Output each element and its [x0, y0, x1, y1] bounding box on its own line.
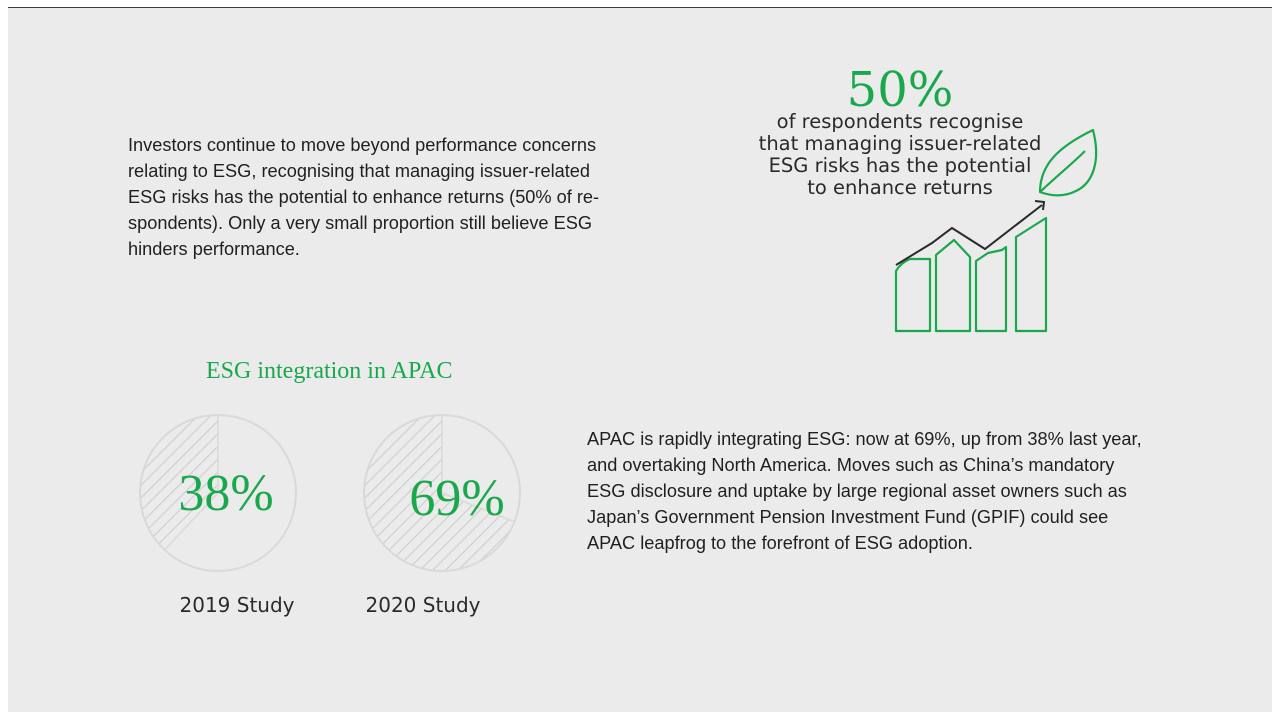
intro-line: relating to ESG, recognising that managi…: [128, 161, 591, 181]
intro-line: spondents). Only a very small proportion…: [128, 213, 592, 233]
caption-line: that managing issuer-related: [758, 132, 1042, 155]
leaf-vein: [1039, 150, 1086, 193]
caption-line: to enhance returns: [807, 176, 993, 199]
apac-line: APAC is rapidly integrating ESG: now at …: [587, 429, 1142, 449]
pie-value-2020: 69%: [409, 469, 505, 527]
leaf-icon: [1038, 128, 1098, 197]
top-rule: [8, 7, 1272, 8]
growth-bar: [934, 238, 972, 333]
apac-line: ESG disclosure and uptake by large regio…: [587, 481, 1127, 501]
pie-graphic-2019: [139, 414, 297, 572]
growth-bar: [974, 245, 1008, 333]
apac-line: Japan’s Government Pension Investment Fu…: [587, 507, 1109, 527]
caption-line: of respondents recognise: [776, 110, 1024, 133]
intro-line: ESG risks has the potential to enhance r…: [128, 187, 600, 207]
intro-line: hinders performance.: [128, 239, 300, 259]
pie-slice-2019: [139, 414, 219, 551]
growth-chart-leaf-icon: [894, 128, 1098, 333]
growth-bar: [894, 257, 932, 333]
pie-slice-2020: [363, 414, 516, 572]
growth-bar: [1014, 216, 1048, 333]
pie-value-2019: 38%: [178, 464, 274, 522]
highlight-caption: of respondents recognise that managing i…: [740, 111, 1060, 199]
intro-line: Investors continue to move beyond perfor…: [128, 135, 597, 155]
arrow-head-icon: [1034, 200, 1046, 211]
pie-graphic-2020: [363, 414, 521, 572]
caption-line: ESG risks has the potential: [768, 154, 1032, 177]
apac-line: and overtaking North America. Moves such…: [587, 455, 1115, 475]
pie-chart-2020: 69%: [361, 412, 523, 574]
pie-chart-2019: 38%: [137, 412, 299, 574]
infographic-panel: [8, 8, 1272, 712]
apac-paragraph: APAC is rapidly integrating ESG: now at …: [587, 426, 1142, 556]
trend-line: [895, 204, 1043, 266]
chart-title: ESG integration in APAC: [206, 358, 453, 384]
highlight-value: 50%: [846, 62, 954, 118]
pie-label-2020: 2020 Study: [365, 593, 481, 617]
apac-line: APAC leapfrog to the forefront of ESG ad…: [587, 533, 973, 553]
intro-paragraph: Investors continue to move beyond perfor…: [128, 132, 599, 262]
pie-label-2019: 2019 Study: [179, 593, 295, 617]
